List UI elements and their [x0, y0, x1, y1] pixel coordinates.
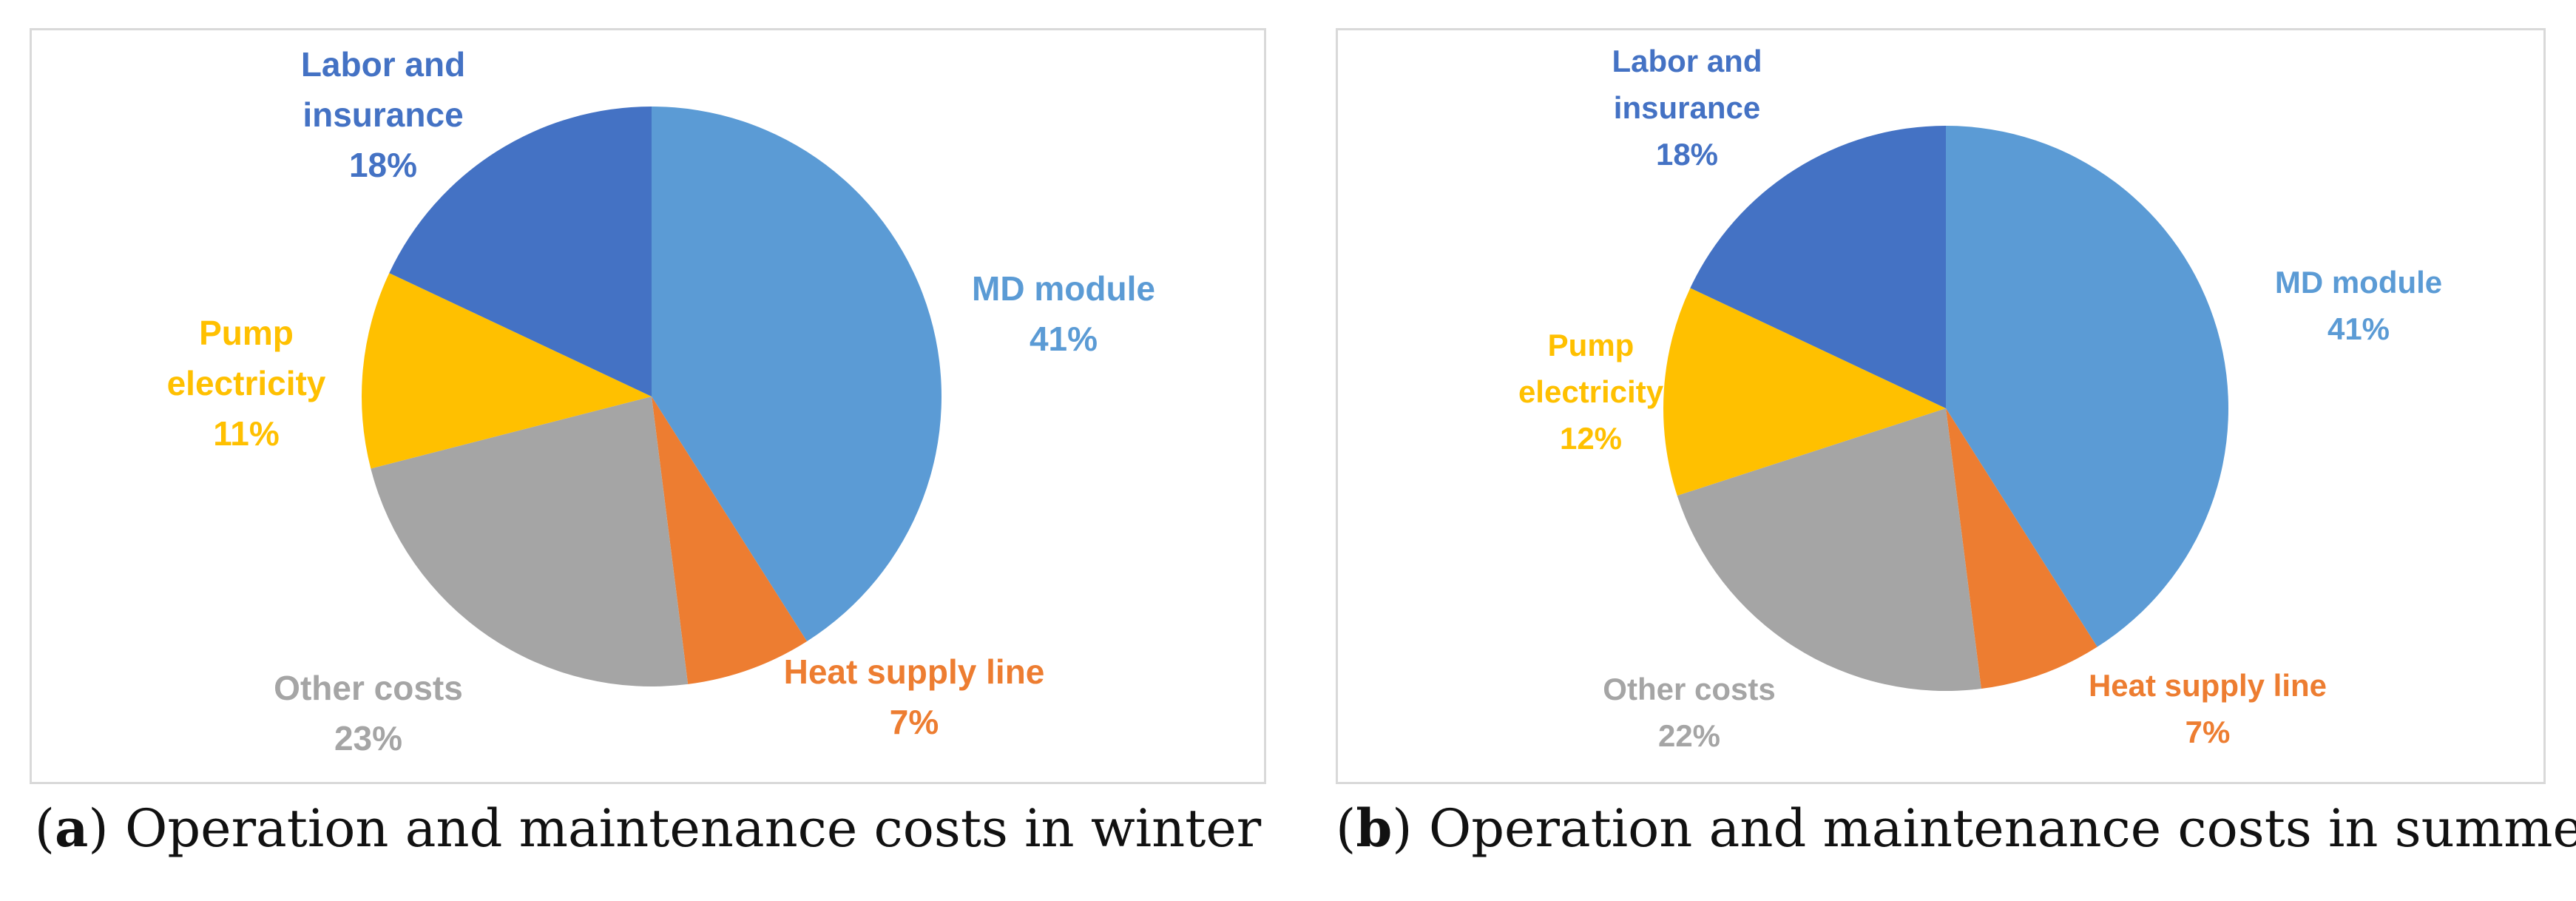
pie-slice-other-costs [1677, 408, 1981, 691]
pie-slice-md-module [1946, 126, 2228, 647]
caption-letter: a [55, 797, 89, 859]
pie-slice-pump-electricity [1663, 288, 1946, 496]
pie-slice-md-module [652, 107, 942, 641]
data-label-other-costs: Other costs 22% [1603, 672, 1775, 753]
pie-slice-labor-and-insurance [389, 106, 652, 396]
data-label-pump-electricity: Pump electricity 11% [167, 314, 326, 453]
chart-panel-winter: MD module 41% Heat supply line 7% Other cost… [30, 28, 1266, 784]
pie-slice-heat-supply-line [652, 396, 808, 684]
pie-slice-heat-supply-line [1946, 408, 2097, 689]
data-label-labor-and-insurance: Labor and insurance 18% [1612, 44, 1762, 172]
chart-panel-summer: MD module 41% Heat supply line 7% Other cost… [1336, 28, 2546, 784]
data-label-md-module: MD module 41% [2275, 265, 2442, 346]
pie-slice-labor-and-insurance [1690, 125, 1946, 408]
pie-chart-winter: MD module 41% Heat supply line 7% Other cost… [167, 45, 1155, 757]
caption-summer: (b) Operation and maintenance costs in s… [1336, 797, 2576, 859]
data-label-heat-supply-line: Heat supply line 7% [784, 652, 1045, 741]
caption-text: Operation and maintenance costs in summe… [1428, 798, 2576, 859]
pie-chart-summer: MD module 41% Heat supply line 7% Other cost… [1518, 44, 2442, 753]
data-label-labor-and-insurance: Labor and insurance 18% [301, 45, 465, 184]
data-label-other-costs: Other costs 23% [274, 669, 463, 757]
caption-letter: b [1356, 797, 1393, 859]
pie-slice-other-costs [371, 396, 689, 686]
data-label-md-module: MD module 41% [972, 269, 1155, 358]
caption-text: Operation and maintenance costs in winte… [124, 798, 1262, 859]
data-label-heat-supply-line: Heat supply line 7% [2089, 668, 2327, 749]
caption-winter: (a) Operation and maintenance costs in w… [34, 797, 1262, 859]
data-label-pump-electricity: Pump electricity 12% [1518, 328, 1664, 456]
pie-slice-pump-electricity [362, 273, 652, 469]
